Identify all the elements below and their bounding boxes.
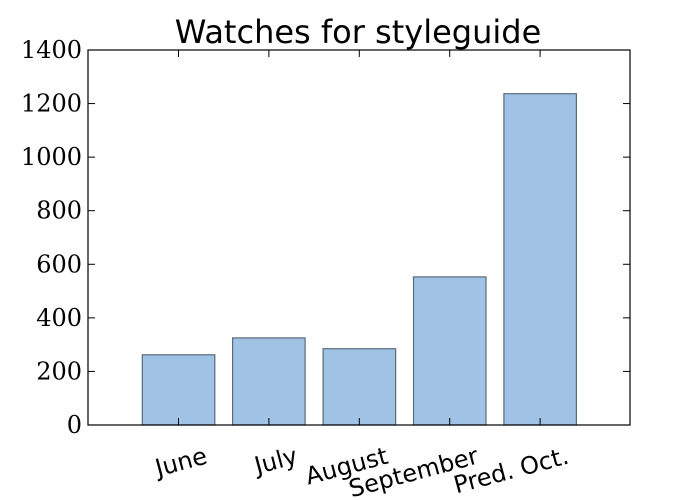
y-tick-label: 1400 bbox=[21, 36, 82, 64]
y-tick-label: 0 bbox=[67, 411, 82, 439]
bar-pred-oct bbox=[503, 93, 577, 426]
y-tick-label: 800 bbox=[36, 197, 82, 225]
bar-july bbox=[232, 337, 306, 426]
bars-group bbox=[141, 93, 577, 426]
bar-september bbox=[412, 276, 487, 426]
bar-august bbox=[322, 348, 397, 426]
y-tick-label: 600 bbox=[36, 250, 82, 278]
x-tick-label: June bbox=[150, 442, 210, 483]
bar-june bbox=[141, 354, 216, 426]
y-axis: 0 200 400 600 800 1000 1200 1400 bbox=[21, 36, 630, 439]
y-tick-label: 200 bbox=[36, 357, 82, 385]
y-tick-label: 1200 bbox=[21, 90, 82, 118]
plot-frame bbox=[87, 49, 631, 426]
x-tick-label: July bbox=[250, 442, 301, 481]
y-tick-label: 1000 bbox=[21, 143, 82, 171]
y-tick-label: 400 bbox=[36, 304, 82, 332]
chart-title: Watches for styleguide bbox=[175, 13, 542, 51]
